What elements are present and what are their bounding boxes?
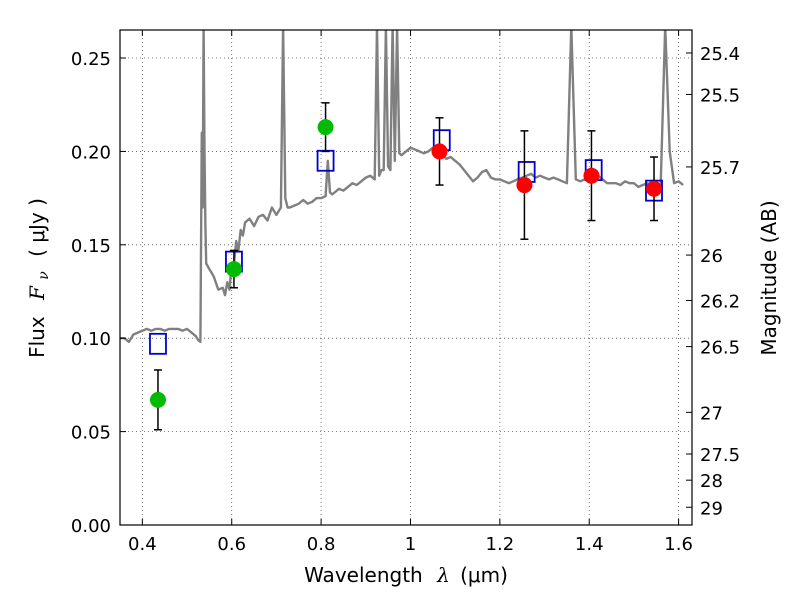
plot-frame: [119, 29, 693, 526]
y-axis-label-subscript: ν: [36, 271, 52, 280]
x-axis-label-text: Wavelength: [304, 563, 423, 587]
magnitude-axis-label: Magnitude (AB): [757, 200, 781, 355]
x-tick-label: 1: [405, 534, 416, 555]
observed-optical-point: [149, 391, 166, 408]
y-tick-label: 0.00: [71, 516, 111, 537]
magnitude-tick-label: 26.2: [700, 291, 740, 312]
x-tick-label: 1.2: [486, 534, 515, 555]
y-axis: 0.00 0.05 0.10 0.15 0.20 0.25: [71, 49, 126, 537]
y-tick-label: 0.15: [71, 236, 111, 257]
y-tick-label: 0.25: [71, 49, 111, 70]
y-axis-label-text: Flux: [25, 316, 49, 358]
y-axis-label: Flux F ν ( μJy ): [25, 198, 53, 358]
x-tick-label: 1.6: [664, 534, 693, 555]
plot-background: [120, 30, 692, 525]
observed-nir-point: [646, 180, 663, 197]
x-axis: 0.4 0.6 0.8 1 1.2 1.4 1.6: [128, 30, 693, 555]
x-axis-label-symbol: λ: [436, 563, 450, 587]
observed-optical-point: [317, 119, 334, 136]
magnitude-tick-label: 27: [700, 403, 723, 424]
y-tick-label: 0.05: [71, 423, 111, 444]
magnitude-tick-label: 27.5: [700, 445, 740, 466]
observed-nir-point: [583, 167, 600, 184]
y-tick-label: 0.20: [71, 142, 111, 163]
magnitude-tick-label: 28: [700, 471, 723, 492]
magnitude-axis: 25.4 25.5 25.7 26 26.2 26.5 27 27.5 28 29: [686, 44, 740, 519]
magnitude-tick-label: 25.5: [700, 85, 740, 106]
magnitude-tick-label: 25.7: [700, 158, 740, 179]
y-tick-label: 0.10: [71, 329, 111, 350]
x-tick-label: 0.4: [128, 534, 157, 555]
x-tick-label: 0.6: [217, 534, 246, 555]
model-spectrum-line: [120, 30, 684, 344]
observed-nir-point: [431, 143, 448, 160]
observed-nir-point: [516, 177, 533, 194]
y-axis-label-symbol: F: [25, 285, 49, 301]
x-tick-label: 0.8: [307, 534, 336, 555]
magnitude-tick-label: 25.4: [700, 44, 740, 65]
model-photometry-square: [149, 332, 167, 355]
magnitude-tick-label: 26.5: [700, 338, 740, 359]
magnitude-tick-label: 26: [700, 246, 723, 267]
model-spectrum: [120, 30, 684, 344]
x-axis-label: Wavelength λ (μm): [304, 563, 508, 587]
magnitude-tick-label: 29: [700, 498, 723, 519]
data-points: [149, 102, 663, 431]
x-tick-label: 1.4: [575, 534, 604, 555]
y-axis-label-unit: ( μJy ): [25, 198, 49, 257]
observed-optical-point: [225, 261, 242, 278]
x-axis-label-unit: (μm): [460, 563, 508, 587]
